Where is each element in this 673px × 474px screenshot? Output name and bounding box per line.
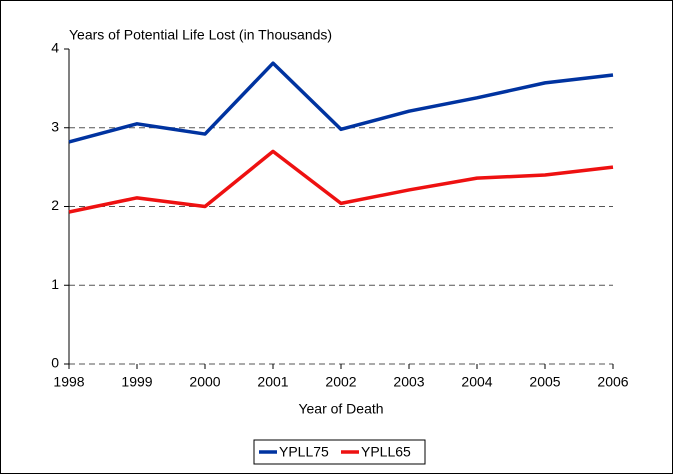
x-tick-label: 2002 xyxy=(325,374,356,390)
x-tick-label: 2000 xyxy=(189,374,220,390)
x-axis-label: Year of Death xyxy=(298,401,383,417)
y-tick-label: 2 xyxy=(51,197,59,213)
y-tick-label: 3 xyxy=(51,118,59,134)
x-tick-label: 2006 xyxy=(597,374,628,390)
data-line xyxy=(68,61,614,144)
x-tick-label: 2001 xyxy=(257,374,288,390)
x-tick-label: 1999 xyxy=(121,374,152,390)
legend xyxy=(253,439,426,465)
legend-label: YPLL75 xyxy=(279,444,329,460)
data-line xyxy=(68,149,614,214)
chart-title: Years of Potential Life Lost (in Thousan… xyxy=(69,27,332,43)
x-tick-label: 2004 xyxy=(461,374,492,390)
y-tick-label: 4 xyxy=(51,40,59,56)
y-tick-label: 1 xyxy=(51,276,59,292)
y-tick-label: 0 xyxy=(51,355,59,371)
x-tick-label: 2005 xyxy=(529,374,560,390)
x-tick-label: 2003 xyxy=(393,374,424,390)
legend-label: YPLL65 xyxy=(361,444,411,460)
x-tick-label: 1998 xyxy=(53,374,84,390)
